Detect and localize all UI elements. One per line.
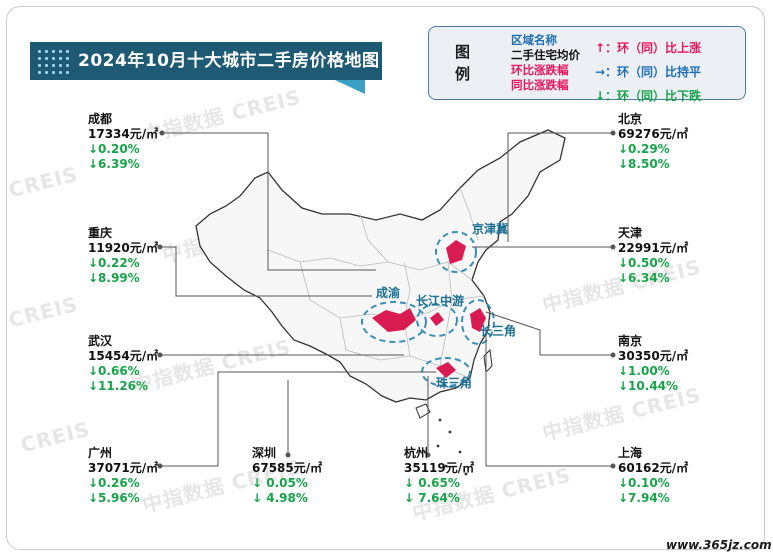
city-price: 30350元/㎡ (618, 349, 689, 363)
city-yoy: ↓ 7.64% (404, 491, 460, 505)
city-mom: ↓0.29% (618, 142, 670, 156)
city-name: 天津 (618, 226, 643, 240)
city-price: 60162元/㎡ (618, 461, 689, 475)
city-name: 广州 (88, 446, 113, 460)
map-outline (195, 129, 566, 403)
city-card: 重庆 11920元/㎡ ↓0.22% ↓8.99% (88, 226, 158, 286)
site-watermark: www.365jz.com (666, 538, 772, 552)
legend-flat-key: →：环（同）比持平 (595, 65, 702, 79)
city-name: 武汉 (88, 334, 113, 348)
city-price: 37071元/㎡ (88, 461, 159, 475)
legend-mom-label: 环比涨跌幅 (511, 63, 569, 77)
city-yoy: ↓8.99% (88, 271, 140, 285)
city-name: 成都 (88, 112, 113, 126)
legend-lines: 区域名称 二手住宅均价 环比涨跌幅 同比涨跌幅 (511, 33, 580, 93)
region-label-csj: 长三角 (480, 324, 517, 338)
city-name: 南京 (618, 334, 643, 348)
region-circle-cjzy (416, 303, 458, 337)
city-price: 11920元/㎡ (88, 241, 159, 255)
taiwan (483, 348, 493, 374)
city-name: 北京 (618, 112, 643, 126)
legend: 图例 区域名称 二手住宅均价 环比涨跌幅 同比涨跌幅 ↑：环（同）比上涨 →：环… (428, 26, 746, 103)
city-name: 重庆 (88, 226, 113, 240)
city-mom: ↓0.22% (88, 256, 140, 270)
legend-region-label: 区域名称 (511, 33, 557, 47)
city-card: 广州 37071元/㎡ ↓0.26% ↓5.96% (88, 446, 158, 506)
city-card: 杭州 35119元/㎡ ↓ 0.65% ↓ 7.64% (404, 446, 474, 506)
city-card: 南京 30350元/㎡ ↓1.00% ↓10.44% (618, 334, 688, 394)
city-price: 17334元/㎡ (88, 127, 159, 141)
hainan (415, 403, 431, 419)
city-price: 22991元/㎡ (618, 241, 689, 255)
city-card: 深圳 67585元/㎡ ↓ 0.05% ↓ 4.98% (252, 446, 322, 506)
region-label-cjzy: 长江中游 (416, 294, 465, 308)
region-circle-csj (461, 299, 495, 345)
south-sea-islands (436, 418, 468, 476)
city-name: 深圳 (252, 446, 277, 460)
region-label-zsj: 珠三角 (436, 376, 473, 390)
title-bar: 2024年10月十大城市二手房价格地图 (30, 42, 382, 94)
city-mom: ↓0.26% (88, 476, 140, 490)
city-card: 武汉 15454元/㎡ ↓0.66% ↓11.26% (88, 334, 158, 394)
dots-icon (36, 48, 70, 74)
city-yoy: ↓ 4.98% (252, 491, 308, 505)
city-card: 天津 22991元/㎡ ↓0.50% ↓6.34% (618, 226, 688, 286)
city-name: 上海 (618, 446, 643, 460)
region-circle-jjj (435, 231, 477, 273)
city-price: 15454元/㎡ (88, 349, 159, 363)
city-mom: ↓0.66% (88, 364, 140, 378)
city-mom: ↓1.00% (618, 364, 670, 378)
city-yoy: ↓5.96% (88, 491, 140, 505)
city-mom: ↓ 0.65% (404, 476, 460, 490)
city-yoy: ↓11.26% (88, 379, 149, 393)
city-yoy: ↓7.94% (618, 491, 670, 505)
city-price: 67585元/㎡ (252, 461, 323, 475)
city-mom: ↓0.10% (618, 476, 670, 490)
region-label-jjj: 京津冀 (472, 222, 509, 236)
legend-price-label: 二手住宅均价 (511, 48, 580, 62)
city-yoy: ↓6.39% (88, 157, 140, 171)
legend-up-key: ↑：环（同）比上涨 (595, 41, 702, 55)
city-card: 上海 60162元/㎡ ↓0.10% ↓7.94% (618, 446, 688, 506)
leader-dots (157, 130, 616, 469)
city-card: 北京 69276元/㎡ ↓0.29% ↓8.50% (618, 112, 688, 172)
city-mom: ↓0.20% (88, 142, 140, 156)
city-name: 杭州 (404, 446, 429, 460)
region-label-chengyu: 成渝 (376, 286, 401, 300)
city-yoy: ↓10.44% (618, 379, 679, 393)
legend-down-key: ↓：环（同）比下跌 (595, 89, 702, 103)
leader-lines (160, 132, 613, 467)
city-mom: ↓ 0.05% (252, 476, 308, 490)
legend-yoy-label: 同比涨跌幅 (511, 78, 569, 92)
city-price: 35119元/㎡ (404, 461, 475, 475)
page-title: 2024年10月十大城市二手房价格地图 (78, 51, 380, 71)
region-circle-chengyu (361, 301, 427, 343)
city-yoy: ↓8.50% (618, 157, 670, 171)
city-yoy: ↓6.34% (618, 271, 670, 285)
city-mom: ↓0.50% (618, 256, 670, 270)
city-card: 成都 17334元/㎡ ↓0.20% ↓6.39% (88, 112, 158, 172)
legend-keys: ↑：环（同）比上涨 →：环（同）比持平 ↓：环（同）比下跌 (595, 36, 701, 108)
title-accent (335, 80, 365, 94)
region-fills (372, 240, 486, 378)
legend-heading: 图例 (455, 43, 471, 83)
city-price: 69276元/㎡ (618, 127, 689, 141)
